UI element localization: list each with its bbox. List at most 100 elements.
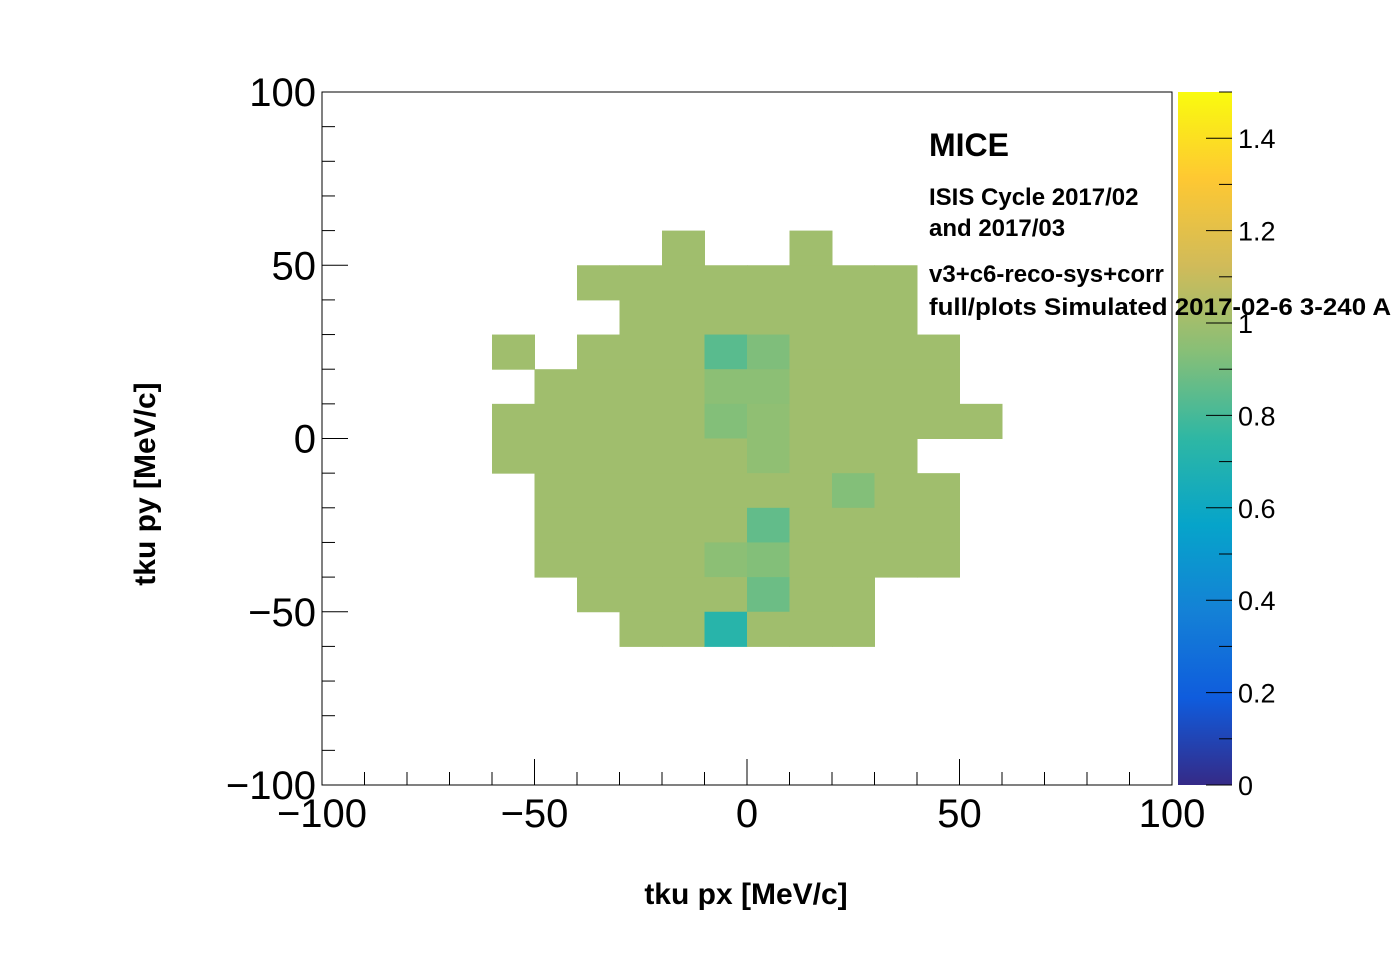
heatmap-cell	[577, 438, 620, 474]
heatmap-cell	[492, 334, 535, 370]
heatmap-cell	[832, 403, 875, 439]
heatmap-cell	[534, 542, 578, 578]
heatmap-cell	[789, 473, 833, 509]
heatmap-cell	[662, 507, 705, 543]
colorbar-tick-label: 1.4	[1238, 124, 1276, 154]
heatmap-cell	[704, 334, 748, 370]
heatmap-cell	[619, 577, 663, 613]
heatmap-cell	[662, 611, 705, 647]
heatmap-cell	[619, 299, 663, 336]
y-axis-ticks: −100 −50 0 50 100	[226, 71, 348, 808]
x-axis-title: tku px [MeV/c]	[644, 878, 847, 911]
heatmap-cell	[704, 577, 748, 613]
heatmap-cell	[789, 334, 833, 370]
heatmap-cell	[662, 403, 705, 439]
heatmap-cell	[917, 334, 960, 370]
heatmap-cell	[832, 369, 875, 405]
heatmap-cell	[789, 577, 833, 613]
heatmap-cell	[662, 230, 705, 266]
heatmap-cell	[534, 507, 578, 543]
heatmap-cell	[789, 611, 833, 647]
colorbar-tick-label: 0.6	[1238, 494, 1276, 524]
annotation-cycle-1: ISIS Cycle 2017/02	[929, 184, 1138, 211]
heatmap-cell	[747, 334, 790, 370]
heatmap-cell	[832, 542, 875, 578]
heatmap-cell	[619, 473, 663, 509]
heatmap-cell	[789, 438, 833, 474]
annotation-sample: full/plots Simulated 2017-02-6 3-240 A	[929, 294, 1391, 321]
x-tick-label: 50	[937, 792, 982, 836]
y-tick-label: −50	[248, 591, 316, 635]
heatmap-cell	[577, 369, 620, 405]
heatmap-cell	[917, 542, 960, 578]
x-tick-label: −100	[277, 792, 367, 836]
heatmap-cell	[704, 438, 748, 474]
heatmap-cell	[619, 403, 663, 439]
heatmap-cell	[874, 299, 918, 336]
x-tick-label: 100	[1139, 792, 1206, 836]
heatmap-cell	[747, 577, 790, 613]
x-axis-ticks: −100 −50 0 50 100	[277, 759, 1205, 836]
heatmap-cell	[832, 438, 875, 474]
heatmap-cell	[534, 369, 578, 405]
heatmap-cell	[662, 334, 705, 370]
heatmap-cell	[492, 438, 535, 474]
y-tick-label: 0	[294, 418, 316, 462]
heatmap-cell	[747, 299, 790, 336]
heatmap-cell	[662, 369, 705, 405]
y-tick-label: 100	[249, 71, 316, 115]
heatmap-cell	[917, 473, 960, 509]
y-tick-label: −100	[226, 764, 316, 808]
heatmap-cell	[619, 438, 663, 474]
heatmap-cell	[874, 542, 918, 578]
y-axis-title: tku py [MeV/c]	[129, 382, 162, 585]
heatmap-cell	[789, 542, 833, 578]
colorbar-tick-label: 0.2	[1238, 679, 1276, 709]
heatmap-cell	[704, 611, 748, 647]
heatmap-cell	[874, 265, 918, 301]
heatmap-cell	[619, 265, 663, 301]
heatmap-cell	[662, 265, 705, 301]
heatmap-cell	[747, 611, 790, 647]
heatmap-cell	[917, 369, 960, 405]
x-tick-label: −50	[501, 792, 569, 836]
heatmap-cell	[704, 473, 748, 509]
y-tick-label: 50	[272, 244, 317, 288]
heatmap-cell	[577, 542, 620, 578]
colorbar-tick-label: 1	[1238, 309, 1253, 339]
heatmap-cell	[577, 473, 620, 509]
colorbar-tick-label: 0	[1238, 771, 1253, 801]
heatmap-cell	[704, 507, 748, 543]
annotation-experiment: MICE	[929, 127, 1009, 163]
heatmap-cell	[704, 369, 748, 405]
heatmap-cell	[832, 507, 875, 543]
heatmap-cell	[747, 403, 790, 439]
heatmap-cell	[917, 507, 960, 543]
heatmap-cell	[577, 577, 620, 613]
heatmap-cell	[789, 230, 833, 266]
heatmap-cell	[492, 403, 535, 439]
heatmap-cell	[789, 403, 833, 439]
colorbar-tick-label: 1.2	[1238, 217, 1276, 247]
heatmap-cell	[832, 577, 875, 613]
heatmap-cell	[747, 438, 790, 474]
annotation-cycle-2: and 2017/03	[929, 215, 1065, 242]
heatmap-cell	[959, 403, 1003, 439]
heatmap-cell	[874, 334, 918, 370]
heatmap-cell	[747, 473, 790, 509]
heatmap-cell	[577, 507, 620, 543]
heatmap-cell	[789, 507, 833, 543]
heatmap-cell	[534, 473, 578, 509]
heatmap-cells	[492, 230, 1003, 647]
heatmap-cell	[832, 299, 875, 336]
heatmap-cell	[874, 473, 918, 509]
heatmap-cell	[874, 438, 918, 474]
heatmap-cell	[662, 473, 705, 509]
heatmap-cell	[789, 369, 833, 405]
heatmap-cell	[747, 507, 790, 543]
heatmap-cell	[577, 334, 620, 370]
heatmap-cell	[747, 369, 790, 405]
colorbar-tick-label: 0.4	[1238, 586, 1276, 616]
heatmap-cell	[534, 403, 578, 439]
